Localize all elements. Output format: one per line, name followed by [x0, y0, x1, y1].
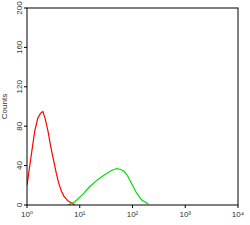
histogram-line: [27, 111, 75, 205]
y-tick: [24, 126, 27, 127]
y-tick-label: 120: [15, 80, 24, 94]
x-tick: [185, 205, 186, 208]
x-tick-label: 10⁰: [21, 210, 33, 219]
y-tick: [24, 47, 27, 48]
y-tick-label: 200: [15, 1, 24, 15]
x-tick: [132, 205, 133, 208]
x-tick: [27, 205, 28, 208]
y-tick: [24, 165, 27, 166]
x-tick-label: 10⁴: [232, 210, 245, 219]
x-tick: [79, 205, 80, 208]
x-tick-label: 10¹: [74, 210, 86, 219]
y-tick: [24, 86, 27, 87]
x-tick: [238, 205, 239, 208]
chart: 0 40 80 120 160 200 10⁰ 10¹ 10² 10³ 10⁴ Counts: [0, 0, 250, 225]
plot-area: [27, 111, 148, 205]
y-tick-label: 80: [15, 121, 24, 130]
y-axis-label: Counts: [0, 94, 9, 119]
x-tick-label: 10²: [127, 210, 139, 219]
y-tick-label: 160: [15, 40, 24, 54]
y-tick-label: 0: [15, 202, 24, 207]
y-tick-label: 40: [15, 161, 24, 170]
y-tick: [24, 8, 27, 9]
histogram-line: [68, 169, 148, 205]
x-tick-label: 10³: [179, 210, 191, 219]
frame: [27, 8, 238, 205]
